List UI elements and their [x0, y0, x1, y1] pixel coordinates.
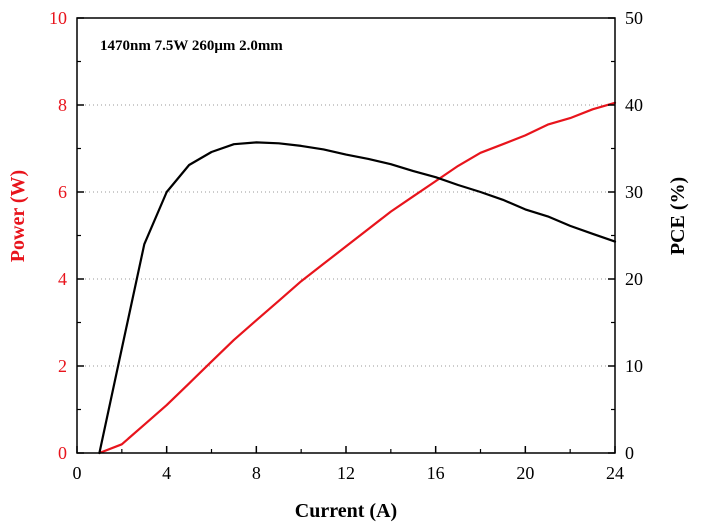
right-y-tick-label: 0: [625, 443, 634, 463]
x-tick-label: 16: [427, 463, 445, 483]
gridlines: [77, 104, 615, 367]
right-y-tick-label: 30: [625, 182, 643, 202]
series-layer: [98, 101, 617, 455]
left-y-tick-label: 8: [58, 95, 67, 115]
right-y-tick-label: 40: [625, 95, 643, 115]
power-series-line: [98, 101, 617, 455]
x-tick-label: 12: [337, 463, 355, 483]
left-y-tick-label: 6: [58, 182, 67, 202]
pce-series-line: [98, 141, 617, 455]
right-y-tick-label: 10: [625, 356, 643, 376]
plot-frame: [76, 17, 616, 454]
annotation-label: 1470nm 7.5W 260μm 2.0mm: [100, 38, 283, 54]
x-axis-label: Current (A): [295, 500, 397, 522]
right-y-tick-label: 50: [625, 8, 643, 28]
right-y-tick-label: 20: [625, 269, 643, 289]
x-tick-label: 0: [73, 463, 82, 483]
left-y-tick-label: 10: [49, 8, 67, 28]
left-y-axis-label: Power (W): [7, 170, 29, 262]
left-y-tick-label: 0: [58, 443, 67, 463]
x-tick-label: 8: [252, 463, 261, 483]
x-tick-label: 24: [606, 463, 624, 483]
left-y-tick-label: 2: [58, 356, 67, 376]
right-y-axis-label: PCE (%): [667, 177, 689, 255]
left-y-tick-label: 4: [58, 269, 67, 289]
x-tick-label: 20: [516, 463, 534, 483]
x-tick-label: 4: [162, 463, 171, 483]
